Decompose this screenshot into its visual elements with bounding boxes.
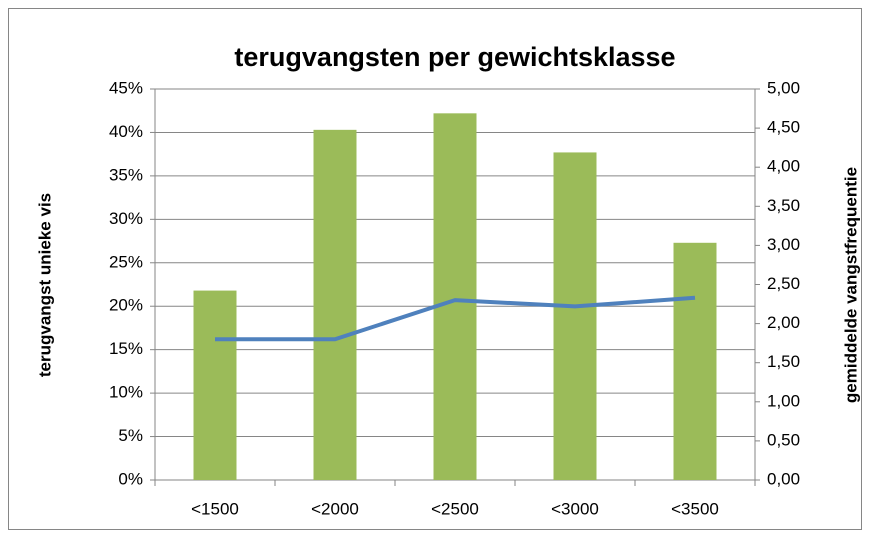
- y-tick-label: 25%: [109, 252, 143, 271]
- y-tick-label: 40%: [109, 122, 143, 141]
- y2-tick-label: 2,00: [767, 313, 800, 332]
- y-tick-label: 0%: [118, 469, 143, 488]
- bar: [673, 242, 717, 480]
- x-tick-label: <3000: [551, 499, 599, 518]
- x-tick-label: <2500: [431, 499, 479, 518]
- y-tick-label: 35%: [109, 165, 143, 184]
- y2-tick-label: 1,50: [767, 352, 800, 371]
- y2-axis-title: gemiddelde vangstfrequentie: [841, 167, 860, 403]
- y2-tick-label: 4,50: [767, 118, 800, 137]
- bar: [193, 290, 237, 480]
- y-axis-title: terugvangst unieke vis: [35, 193, 54, 377]
- y2-tick-label: 3,50: [767, 196, 800, 215]
- bar: [313, 129, 357, 481]
- x-tick-label: <2000: [311, 499, 359, 518]
- chart-title: terugvangsten per gewichtsklasse: [234, 42, 675, 72]
- x-tick-label: <3500: [671, 499, 719, 518]
- y2-tick-label: 1,00: [767, 391, 800, 410]
- y-tick-label: 45%: [109, 78, 143, 97]
- y-tick-label: 5%: [118, 426, 143, 445]
- y2-tick-label: 0,00: [767, 469, 800, 488]
- bar: [553, 152, 597, 480]
- y-tick-label: 10%: [109, 383, 143, 402]
- y2-tick-label: 4,00: [767, 157, 800, 176]
- y2-tick-label: 2,50: [767, 274, 800, 293]
- y2-tick-label: 5,00: [767, 78, 800, 97]
- bar: [433, 113, 477, 480]
- y2-tick-label: 0,50: [767, 430, 800, 449]
- y-tick-label: 20%: [109, 296, 143, 315]
- y-tick-label: 15%: [109, 339, 143, 358]
- y2-tick-label: 3,00: [767, 235, 800, 254]
- x-tick-label: <1500: [191, 499, 239, 518]
- y-tick-label: 30%: [109, 209, 143, 228]
- line: [215, 295, 696, 342]
